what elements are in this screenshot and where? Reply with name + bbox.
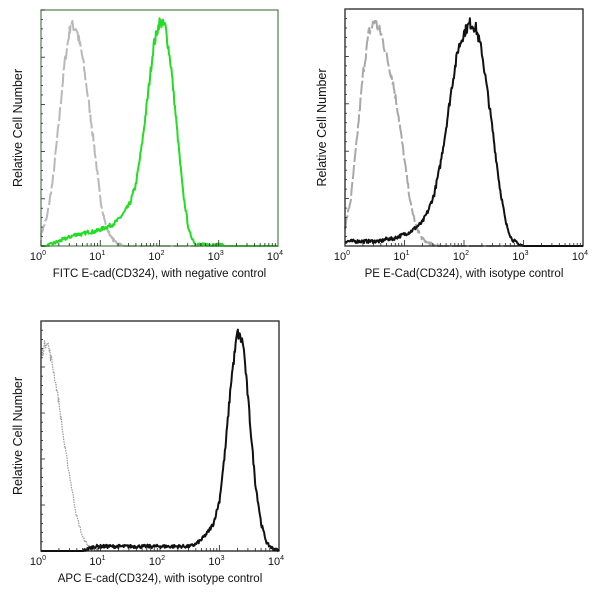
x-tick-label-exponent: 0: [42, 555, 46, 562]
x-tick-label-base: 10: [208, 251, 220, 263]
x-tick-label-base: 10: [30, 251, 42, 263]
x-tick-label: 103: [208, 250, 224, 263]
series-line-e-cad-cd324-fitc: [40, 17, 279, 247]
x-tick-label: 102: [453, 250, 469, 263]
x-tick-label: 103: [208, 555, 224, 568]
x-tick-label: 100: [30, 250, 46, 263]
x-tick-label-exponent: 1: [406, 250, 410, 257]
x-tick-label-base: 10: [512, 251, 524, 263]
x-tick-label-base: 10: [148, 251, 160, 263]
x-tick-label: 102: [148, 250, 164, 263]
x-tick-label: 103: [512, 250, 528, 263]
series-line-negative-control: [40, 19, 279, 247]
x-tick-label: 104: [267, 250, 283, 263]
x-tick-label-exponent: 3: [525, 250, 529, 257]
x-tick-label-base: 10: [89, 251, 101, 263]
x-tick-label-base: 10: [267, 251, 279, 263]
series-line-e-cad-cd324-pe: [344, 17, 584, 247]
series-line-isotype-control: [40, 340, 279, 552]
x-tick-label-base: 10: [30, 556, 42, 568]
series-line-isotype-control: [344, 19, 584, 247]
x-tick-label-exponent: 2: [465, 250, 469, 257]
x-tick-label-exponent: 0: [346, 250, 350, 257]
x-tick-label-exponent: 1: [102, 555, 106, 562]
x-tick-label: 100: [334, 250, 350, 263]
x-axis-label: FITC E-cad(CD324), with negative control: [53, 268, 266, 280]
series-line-e-cad-cd324-apc: [40, 328, 280, 552]
x-tick-label-exponent: 3: [220, 250, 224, 257]
x-tick-label-base: 10: [89, 556, 101, 568]
x-tick-label: 101: [393, 250, 409, 263]
plot-frame: [40, 9, 279, 247]
x-tick-label-exponent: 1: [101, 250, 105, 257]
plot-frame: [344, 8, 584, 247]
y-axis-label: Relative Cell Number: [11, 377, 25, 495]
x-tick-label-exponent: 3: [221, 555, 225, 562]
y-axis-label: Relative Cell Number: [315, 68, 329, 186]
x-tick-label: 104: [268, 555, 284, 568]
x-tick-label-base: 10: [334, 251, 346, 263]
x-tick-label-base: 10: [572, 251, 584, 263]
x-tick-label: 102: [149, 555, 165, 568]
x-tick-label-exponent: 4: [279, 250, 283, 257]
x-tick-label-exponent: 0: [42, 250, 46, 257]
x-tick-label: 100: [30, 555, 46, 568]
x-tick-label: 104: [572, 250, 588, 263]
x-axis-label: PE E-Cad(CD324), with isotype control: [365, 268, 564, 280]
x-tick-label-base: 10: [149, 556, 161, 568]
x-tick-label: 101: [89, 250, 105, 263]
x-tick-label-base: 10: [393, 251, 405, 263]
x-tick-label-exponent: 4: [584, 250, 588, 257]
x-tick-label: 101: [89, 555, 105, 568]
x-tick-label-base: 10: [268, 556, 280, 568]
x-tick-label-exponent: 4: [280, 555, 284, 562]
x-tick-label-exponent: 2: [161, 250, 165, 257]
x-tick-label-base: 10: [453, 251, 465, 263]
x-tick-label-exponent: 2: [161, 555, 165, 562]
x-tick-label-base: 10: [208, 556, 220, 568]
y-axis-label: Relative Cell Number: [11, 69, 25, 187]
x-axis-label: APC E-cad(CD324), with isotype control: [58, 573, 263, 585]
